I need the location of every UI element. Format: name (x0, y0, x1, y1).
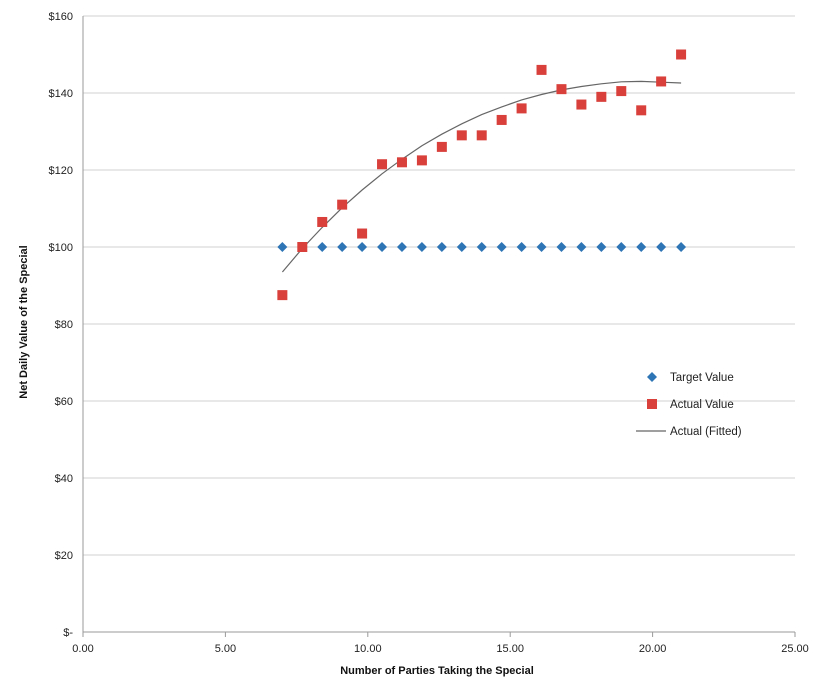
target-point (456, 242, 467, 252)
y-tick-label: $100 (49, 242, 73, 254)
legend-actual-marker (647, 399, 657, 409)
actual-point (436, 141, 447, 152)
gridlines (83, 15, 795, 633)
actual-point (277, 290, 288, 301)
target-point (636, 242, 647, 252)
legend: Target Value Actual Value Actual (Fitted) (636, 372, 742, 438)
target-point (676, 242, 687, 252)
target-point (596, 242, 607, 252)
axes (82, 16, 796, 637)
target-point (317, 242, 328, 252)
legend-fitted-label: Actual (Fitted) (670, 426, 742, 438)
legend-target-marker (647, 372, 657, 382)
target-point (377, 242, 388, 252)
target-point (337, 242, 348, 252)
legend-target-label: Target Value (670, 372, 734, 384)
target-point (476, 242, 487, 252)
actual-point (357, 228, 368, 239)
x-tick-label: 0.00 (72, 643, 93, 655)
actual-point (596, 91, 607, 102)
actual-point (616, 86, 627, 97)
legend-actual-label: Actual Value (670, 399, 734, 411)
y-tick-label: $80 (55, 319, 73, 331)
actual-point (297, 242, 308, 252)
actual-point (576, 99, 587, 110)
actual-point (396, 157, 407, 168)
x-tick-label: 20.00 (639, 643, 667, 655)
actual-point (636, 105, 647, 116)
y-tick-labels: $- $20 $40 $60 $80 $100 $120 $140 $160 (49, 11, 74, 639)
y-tick-label: $20 (55, 550, 73, 562)
y-tick-label: $60 (55, 396, 73, 408)
y-tick-label: $160 (49, 11, 73, 23)
target-point (576, 242, 587, 252)
actual-point (377, 159, 388, 170)
actual-point (476, 130, 487, 141)
x-tick-label: 5.00 (215, 643, 236, 655)
actual-point (317, 216, 328, 227)
fitted-line (281, 80, 682, 273)
fitted-curve (281, 80, 682, 273)
y-tick-label: $- (63, 627, 73, 639)
actual-point (656, 76, 667, 87)
actual-point (516, 103, 527, 114)
target-point (656, 242, 667, 252)
y-tick-label: $120 (49, 165, 73, 177)
actual-point (416, 155, 427, 166)
target-point (277, 242, 288, 252)
actual-point (456, 130, 467, 141)
actual-point (496, 114, 507, 125)
actual-point (676, 49, 687, 60)
target-point (556, 242, 567, 252)
target-point (396, 242, 407, 252)
target-point (516, 242, 527, 252)
x-tick-label: 10.00 (354, 643, 382, 655)
target-point (436, 242, 447, 252)
y-tick-label: $40 (55, 473, 73, 485)
actual-value-series (277, 49, 687, 301)
actual-point (536, 64, 547, 75)
x-tick-label: 25.00 (781, 643, 809, 655)
y-tick-label: $140 (49, 88, 73, 100)
x-axis-title: Number of Parties Taking the Special (340, 665, 534, 677)
y-axis-title: Net Daily Value of the Special (18, 245, 30, 398)
actual-point (337, 199, 348, 210)
x-tick-label: 15.00 (496, 643, 524, 655)
target-point (536, 242, 547, 252)
x-tick-labels: 0.00 5.00 10.00 15.00 20.00 25.00 (72, 643, 808, 655)
target-point (416, 242, 427, 252)
target-point (616, 242, 627, 252)
actual-point (556, 84, 567, 95)
target-point (357, 242, 368, 252)
target-point (496, 242, 507, 252)
target-value-series (277, 242, 687, 252)
